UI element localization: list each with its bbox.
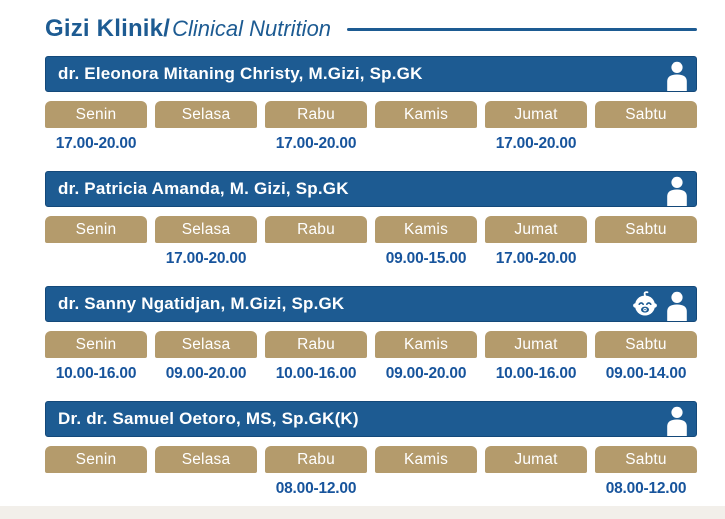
doctor-header-bar: dr. Sanny Ngatidjan, M.Gizi, Sp.GK [45,286,697,322]
day-chip-senin: Senin [45,331,147,358]
day-chip-senin: Senin [45,446,147,473]
day-chip-sabtu: Sabtu [595,101,697,128]
time-cell [485,478,587,500]
day-chip-jumat: Jumat [485,331,587,358]
page-title-light: Clinical Nutrition [172,16,332,41]
time-cell: 17.00-20.00 [55,135,137,152]
header-icons [630,287,688,321]
day-row: Senin Selasa Rabu Kamis Jumat Sabtu [45,446,697,473]
header-icons [666,172,688,206]
time-cell [595,248,697,270]
person-icon [666,291,688,321]
time-cell: 17.00-20.00 [165,250,247,267]
doctor-sections: dr. Eleonora Mitaning Christy, M.Gizi, S… [45,56,697,500]
doctor-section: dr. Eleonora Mitaning Christy, M.Gizi, S… [45,56,697,155]
time-cell: 09.00-14.00 [605,365,687,382]
time-cell [155,478,257,500]
day-chip-selasa: Selasa [155,331,257,358]
time-cell: 17.00-20.00 [275,135,357,152]
time-cell [45,248,147,270]
time-cell: 09.00-20.00 [385,365,467,382]
person-icon [666,176,688,206]
day-row: Senin Selasa Rabu Kamis Jumat Sabtu [45,101,697,128]
bottom-band [0,506,725,519]
day-chip-selasa: Selasa [155,216,257,243]
day-chip-kamis: Kamis [375,446,477,473]
person-icon [666,406,688,436]
day-chip-sabtu: Sabtu [595,331,697,358]
day-chip-kamis: Kamis [375,216,477,243]
time-cell: 09.00-15.00 [385,250,467,267]
doctor-name: Dr. dr. Samuel Oetoro, MS, Sp.GK(K) [58,409,359,428]
time-cell [375,133,477,155]
day-chip-selasa: Selasa [155,101,257,128]
time-cell: 10.00-16.00 [495,365,577,382]
day-chip-sabtu: Sabtu [595,446,697,473]
doctor-name: dr. Patricia Amanda, M. Gizi, Sp.GK [58,179,349,198]
day-chip-jumat: Jumat [485,446,587,473]
day-chip-jumat: Jumat [485,101,587,128]
day-chip-kamis: Kamis [375,101,477,128]
time-row: 08.00-12.00 08.00-12.00 [45,478,697,500]
time-cell [45,478,147,500]
day-chip-rabu: Rabu [265,446,367,473]
day-chip-rabu: Rabu [265,216,367,243]
doctor-name: dr. Sanny Ngatidjan, M.Gizi, Sp.GK [58,294,345,313]
baby-icon [630,289,660,321]
doctor-header-bar: dr. Patricia Amanda, M. Gizi, Sp.GK [45,171,697,207]
time-row: 17.00-20.00 09.00-15.00 17.00-20.00 [45,248,697,270]
header-icons [666,402,688,436]
day-chip-kamis: Kamis [375,331,477,358]
schedule-page: Gizi Klinik/ Clinical Nutrition dr. Eleo… [45,12,697,516]
time-cell: 09.00-20.00 [165,365,247,382]
day-chip-senin: Senin [45,216,147,243]
time-cell: 08.00-12.00 [275,480,357,497]
time-cell: 10.00-16.00 [275,365,357,382]
time-cell [595,133,697,155]
title-rule [347,27,697,31]
doctor-section: Dr. dr. Samuel Oetoro, MS, Sp.GK(K) Seni… [45,401,697,500]
person-icon [666,61,688,91]
day-row: Senin Selasa Rabu Kamis Jumat Sabtu [45,216,697,243]
time-cell [155,133,257,155]
day-chip-jumat: Jumat [485,216,587,243]
time-row: 17.00-20.00 17.00-20.00 17.00-20.00 [45,133,697,155]
time-cell: 17.00-20.00 [495,250,577,267]
header-icons [666,57,688,91]
doctor-name: dr. Eleonora Mitaning Christy, M.Gizi, S… [58,64,423,83]
day-chip-sabtu: Sabtu [595,216,697,243]
page-title-bold: Gizi Klinik/ [45,15,171,42]
page-title: Gizi Klinik/ Clinical Nutrition [45,12,697,46]
day-row: Senin Selasa Rabu Kamis Jumat Sabtu [45,331,697,358]
time-row: 10.00-16.00 09.00-20.00 10.00-16.00 09.00-2… [45,363,697,385]
time-cell: 10.00-16.00 [55,365,137,382]
doctor-section: dr. Sanny Ngatidjan, M.Gizi, Sp.GK [45,286,697,385]
doctor-header-bar: dr. Eleonora Mitaning Christy, M.Gizi, S… [45,56,697,92]
day-chip-rabu: Rabu [265,331,367,358]
doctor-section: dr. Patricia Amanda, M. Gizi, Sp.GK Seni… [45,171,697,270]
time-cell [375,478,477,500]
time-cell [265,248,367,270]
day-chip-selasa: Selasa [155,446,257,473]
time-cell: 17.00-20.00 [495,135,577,152]
time-cell: 08.00-12.00 [605,480,687,497]
day-chip-rabu: Rabu [265,101,367,128]
day-chip-senin: Senin [45,101,147,128]
doctor-header-bar: Dr. dr. Samuel Oetoro, MS, Sp.GK(K) [45,401,697,437]
